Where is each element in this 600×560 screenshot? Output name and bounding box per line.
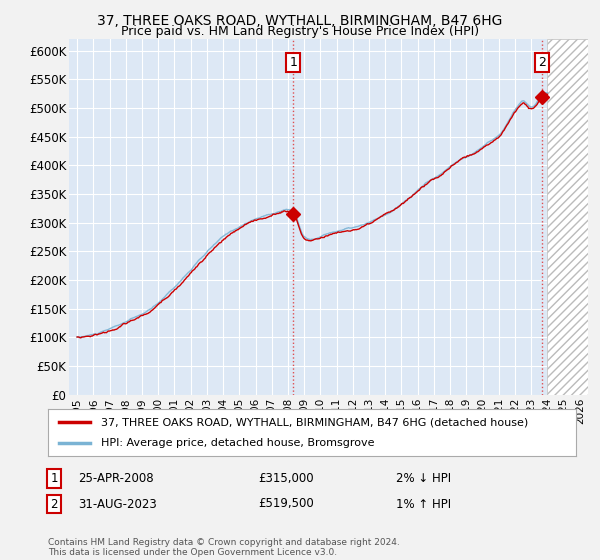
Bar	[547, 39, 588, 395]
Text: 1: 1	[289, 56, 297, 69]
Text: 31-AUG-2023: 31-AUG-2023	[78, 497, 157, 511]
Text: Price paid vs. HM Land Registry's House Price Index (HPI): Price paid vs. HM Land Registry's House …	[121, 25, 479, 38]
Text: 37, THREE OAKS ROAD, WYTHALL, BIRMINGHAM, B47 6HG (detached house): 37, THREE OAKS ROAD, WYTHALL, BIRMINGHAM…	[101, 417, 528, 427]
Text: £519,500: £519,500	[258, 497, 314, 511]
Bar	[547, 39, 588, 395]
Text: Contains HM Land Registry data © Crown copyright and database right 2024.
This d: Contains HM Land Registry data © Crown c…	[48, 538, 400, 557]
Text: 2: 2	[538, 56, 546, 69]
Text: HPI: Average price, detached house, Bromsgrove: HPI: Average price, detached house, Brom…	[101, 438, 374, 448]
Text: £315,000: £315,000	[258, 472, 314, 486]
Text: 25-APR-2008: 25-APR-2008	[78, 472, 154, 486]
Text: 2: 2	[50, 497, 58, 511]
Text: 2% ↓ HPI: 2% ↓ HPI	[396, 472, 451, 486]
Text: 37, THREE OAKS ROAD, WYTHALL, BIRMINGHAM, B47 6HG: 37, THREE OAKS ROAD, WYTHALL, BIRMINGHAM…	[97, 14, 503, 28]
Text: 1% ↑ HPI: 1% ↑ HPI	[396, 497, 451, 511]
Text: 1: 1	[50, 472, 58, 486]
